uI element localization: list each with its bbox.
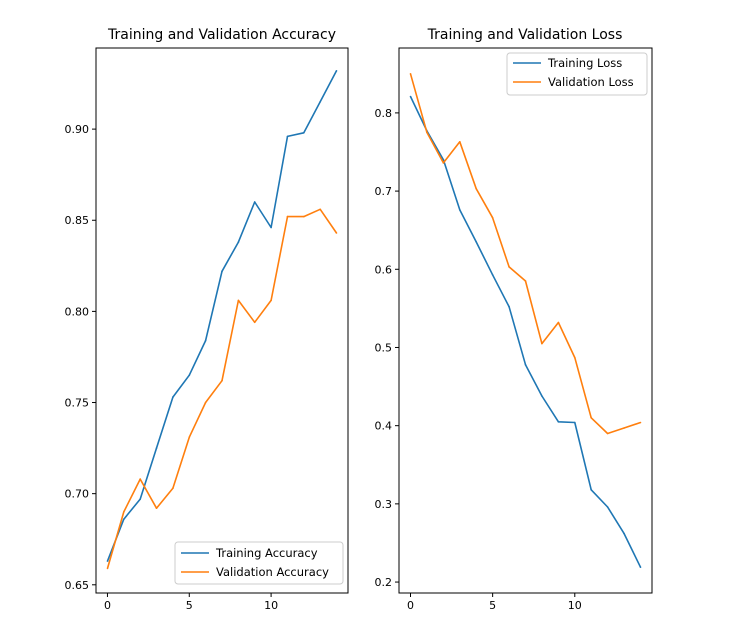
data-point-validation-loss-6 bbox=[508, 266, 510, 268]
accuracy-y-tick-label-2: 0.75 bbox=[65, 397, 90, 410]
data-point-training-loss-8 bbox=[541, 395, 543, 397]
legend-label-training-accuracy: Training Accuracy bbox=[215, 546, 318, 560]
data-point-training-loss-3 bbox=[459, 209, 461, 211]
accuracy-y-tick-label-0: 0.65 bbox=[65, 579, 90, 592]
data-point-validation-loss-0 bbox=[409, 73, 412, 75]
data-point-validation-accuracy-3 bbox=[155, 507, 158, 510]
data-point-training-loss-10 bbox=[574, 421, 576, 424]
data-point-validation-accuracy-13 bbox=[319, 208, 322, 211]
loss-chart: Training and Validation Loss 0 5 10 0.2 0.3 0… bbox=[375, 27, 653, 612]
data-point-validation-accuracy-2 bbox=[139, 478, 141, 480]
loss-legend-box bbox=[506, 52, 648, 96]
loss-y-tick-label-2: 0.4 bbox=[375, 420, 393, 433]
loss-y-tick-label-3: 0.5 bbox=[375, 341, 393, 354]
data-point-training-accuracy-13 bbox=[319, 101, 322, 103]
data-point-training-loss-12 bbox=[606, 506, 609, 508]
loss-y-tick-label-4: 0.6 bbox=[375, 263, 393, 276]
loss-y-tick-label-0: 0.2 bbox=[375, 576, 393, 589]
data-point-validation-loss-12 bbox=[606, 432, 609, 435]
data-point-training-accuracy-7 bbox=[221, 270, 223, 273]
series-line-training-loss bbox=[409, 96, 642, 568]
data-point-training-loss-4 bbox=[475, 241, 478, 243]
data-point-validation-accuracy-9 bbox=[253, 321, 256, 324]
accuracy-x-tick-label-10: 10 bbox=[264, 599, 278, 612]
data-point-validation-loss-10 bbox=[574, 356, 576, 359]
legend-label-validation-accuracy: Validation Accuracy bbox=[216, 565, 329, 579]
data-point-training-loss-6 bbox=[508, 306, 510, 308]
series-line-training-accuracy bbox=[106, 70, 338, 562]
data-point-validation-accuracy-10 bbox=[270, 299, 272, 302]
loss-y-tick-label-6: 0.8 bbox=[375, 107, 393, 120]
accuracy-y-tick-label-4: 0.85 bbox=[65, 214, 90, 227]
accuracy-y-tick-label-3: 0.80 bbox=[65, 305, 90, 318]
data-point-validation-loss-5 bbox=[491, 216, 494, 219]
data-point-training-accuracy-12 bbox=[303, 132, 305, 134]
data-point-validation-accuracy-0 bbox=[106, 567, 109, 570]
data-point-training-accuracy-9 bbox=[253, 201, 256, 203]
data-point-training-accuracy-8 bbox=[237, 241, 240, 243]
data-point-validation-loss-7 bbox=[524, 280, 527, 282]
data-point-validation-accuracy-4 bbox=[172, 487, 174, 490]
data-point-training-loss-5 bbox=[491, 274, 494, 276]
data-point-training-loss-11 bbox=[590, 489, 592, 491]
series-line-validation-loss bbox=[409, 73, 641, 435]
accuracy-x-tick-label-5: 5 bbox=[186, 599, 193, 612]
data-point-validation-loss-3 bbox=[459, 141, 461, 143]
data-point-validation-accuracy-8 bbox=[237, 299, 240, 302]
data-point-training-accuracy-2 bbox=[139, 498, 141, 500]
data-point-validation-accuracy-11 bbox=[286, 215, 289, 218]
loss-legend: Training Loss Validation Loss bbox=[506, 52, 648, 96]
data-point-validation-loss-9 bbox=[557, 321, 560, 324]
loss-y-tick-label-1: 0.3 bbox=[375, 498, 393, 511]
accuracy-legend: Training Accuracy Validation Accuracy bbox=[174, 541, 344, 585]
data-point-training-accuracy-6 bbox=[204, 339, 207, 342]
data-point-validation-accuracy-6 bbox=[204, 401, 207, 404]
data-point-training-loss-9 bbox=[557, 421, 560, 423]
data-point-training-loss-0 bbox=[409, 95, 412, 98]
loss-x-tick-label-0: 0 bbox=[407, 599, 414, 612]
accuracy-plot-frame bbox=[95, 47, 349, 594]
data-point-validation-loss-13 bbox=[623, 427, 625, 429]
data-point-training-loss-7 bbox=[524, 363, 527, 366]
data-point-validation-accuracy-1 bbox=[123, 511, 125, 513]
loss-chart-title: Training and Validation Loss bbox=[427, 27, 623, 43]
data-point-training-accuracy-0 bbox=[106, 560, 109, 562]
accuracy-chart-title: Training and Validation Accuracy bbox=[107, 27, 336, 43]
data-point-validation-loss-11 bbox=[590, 417, 592, 419]
data-point-training-accuracy-1 bbox=[123, 518, 125, 520]
data-point-validation-accuracy-5 bbox=[188, 436, 191, 439]
data-point-validation-accuracy-12 bbox=[303, 215, 305, 218]
data-point-training-accuracy-5 bbox=[188, 374, 191, 377]
data-point-validation-accuracy-14 bbox=[335, 232, 338, 234]
data-point-training-accuracy-3 bbox=[155, 447, 158, 449]
data-point-training-loss-13 bbox=[623, 532, 625, 535]
legend-label-validation-loss: Validation Loss bbox=[548, 75, 634, 89]
data-point-training-accuracy-11 bbox=[286, 135, 289, 138]
data-point-training-accuracy-14 bbox=[335, 70, 338, 72]
data-point-validation-loss-1 bbox=[426, 131, 428, 134]
data-point-validation-loss-8 bbox=[541, 342, 543, 345]
data-point-validation-loss-4 bbox=[475, 187, 478, 190]
data-point-training-loss-14 bbox=[639, 566, 642, 568]
series-line-validation-accuracy bbox=[106, 208, 338, 569]
accuracy-x-tick-label-0: 0 bbox=[104, 599, 111, 612]
loss-plot-frame bbox=[398, 47, 653, 594]
legend-label-training-loss: Training Loss bbox=[547, 56, 622, 70]
data-point-training-accuracy-10 bbox=[270, 226, 272, 229]
data-point-training-accuracy-4 bbox=[172, 396, 174, 398]
loss-y-tick-label-5: 0.7 bbox=[375, 185, 393, 198]
accuracy-chart: Training and Validation Accuracy 0 5 10 0.6… bbox=[65, 27, 349, 612]
accuracy-y-tick-label-1: 0.70 bbox=[65, 488, 90, 501]
data-point-validation-loss-14 bbox=[639, 421, 642, 424]
accuracy-y-tick-label-5: 0.90 bbox=[65, 123, 90, 136]
loss-x-tick-label-10: 10 bbox=[568, 599, 582, 612]
data-point-validation-accuracy-7 bbox=[221, 379, 223, 382]
data-point-training-loss-2 bbox=[442, 159, 445, 161]
accuracy-legend-box bbox=[174, 541, 344, 585]
loss-x-tick-label-5: 5 bbox=[489, 599, 496, 612]
data-point-validation-loss-2 bbox=[442, 162, 445, 164]
